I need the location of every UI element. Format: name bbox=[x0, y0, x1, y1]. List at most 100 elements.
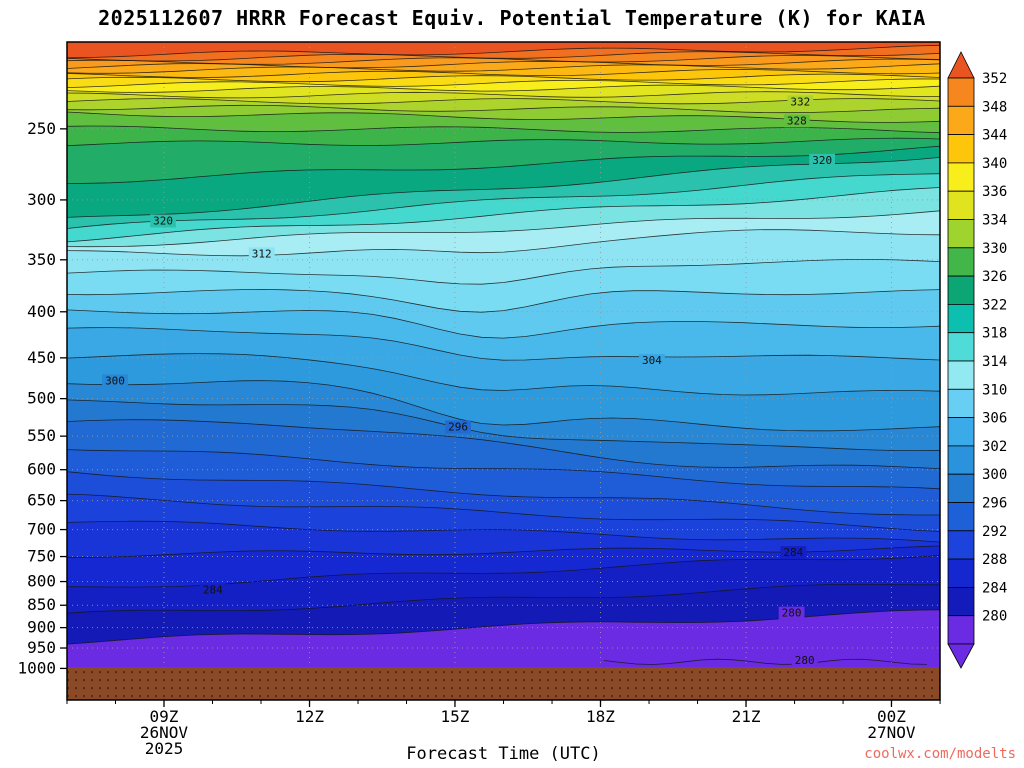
contour-label: 332 bbox=[790, 95, 810, 108]
colorbar-segment bbox=[947, 134, 975, 164]
contour-line bbox=[67, 125, 940, 134]
colorbar-label: 296 bbox=[982, 496, 1007, 512]
colorbar-label: 292 bbox=[982, 524, 1007, 540]
contour-line bbox=[67, 353, 940, 396]
colorbar-segment bbox=[947, 105, 975, 136]
colorbar-arrow-bottom bbox=[947, 643, 975, 669]
colorbar-label: 300 bbox=[982, 467, 1007, 483]
colorbar-label: 348 bbox=[982, 99, 1007, 115]
x-tick-sublabel: 26NOV bbox=[140, 723, 189, 742]
contour-line bbox=[67, 259, 940, 285]
contour-label: 284 bbox=[203, 584, 223, 597]
colorbar-label: 288 bbox=[982, 552, 1007, 568]
contour-line bbox=[67, 63, 940, 74]
colorbar-segment bbox=[947, 303, 975, 334]
colorbar-segment bbox=[947, 473, 975, 503]
x-tick-sublabel: 2025 bbox=[145, 739, 184, 758]
colorbar-label: 318 bbox=[982, 326, 1007, 342]
contour-line bbox=[67, 449, 940, 490]
contour-line bbox=[603, 658, 927, 665]
x-tick-label: 09Z bbox=[150, 707, 179, 726]
colorbar-label: 336 bbox=[982, 184, 1007, 200]
colorbar-label: 280 bbox=[982, 609, 1007, 625]
contour-line bbox=[67, 68, 940, 78]
colorbar-label: 302 bbox=[982, 439, 1007, 455]
colorbar-segment bbox=[947, 162, 975, 192]
contour-label: 280 bbox=[795, 654, 815, 667]
contour-label: 284 bbox=[783, 546, 803, 559]
y-tick-label: 650 bbox=[27, 491, 56, 510]
axes: 250 300 350 400 450 500 550 600 650 700 750 800 850 9… bbox=[17, 41, 941, 758]
contour-labels: 332 328 320 320 312 304 300 296 284 284 280 280 bbox=[102, 95, 836, 668]
y-tick-label: 450 bbox=[27, 348, 56, 367]
contour-label: 300 bbox=[105, 374, 125, 387]
colorbar-label: 284 bbox=[982, 580, 1007, 596]
y-tick-label: 850 bbox=[27, 595, 56, 614]
colorbar-segment bbox=[947, 275, 975, 305]
ground-band bbox=[67, 667, 940, 700]
contour-line bbox=[67, 380, 940, 432]
contour-line bbox=[67, 229, 940, 257]
x-tick-sublabel: 27NOV bbox=[867, 723, 916, 742]
contour-label: 328 bbox=[787, 114, 807, 127]
x-tick-label: 21Z bbox=[732, 707, 761, 726]
colorbar-label: 306 bbox=[982, 411, 1007, 427]
colorbar-label: 334 bbox=[982, 213, 1007, 229]
x-tick-label: 15Z bbox=[441, 707, 470, 726]
gridlines bbox=[67, 42, 940, 668]
plot-field: 332 328 320 320 312 304 300 296 284 284 280 280 bbox=[67, 42, 940, 700]
colorbar-label: 330 bbox=[982, 241, 1007, 257]
y-tick-label: 300 bbox=[27, 190, 56, 209]
contour-line bbox=[67, 73, 940, 83]
y-tick-label: 600 bbox=[27, 460, 56, 479]
contour-line bbox=[67, 309, 940, 339]
colorbar-segment bbox=[947, 558, 975, 588]
y-tick-label: 500 bbox=[27, 389, 56, 408]
colorbar-segment bbox=[947, 247, 975, 277]
contour-label: 312 bbox=[252, 247, 272, 260]
colorbar-segment bbox=[947, 530, 975, 560]
contour-line bbox=[67, 157, 940, 218]
contour-line bbox=[67, 327, 940, 361]
colorbar-label: 314 bbox=[982, 354, 1007, 370]
colorbar-label: 352 bbox=[982, 71, 1007, 87]
y-tick-label: 550 bbox=[27, 426, 56, 445]
watermark: coolwx.com/modelts bbox=[864, 746, 1016, 762]
x-tick-label: 12Z bbox=[295, 707, 324, 726]
colorbar-segment bbox=[947, 615, 975, 645]
contour-label: 280 bbox=[782, 607, 802, 620]
contour-line bbox=[67, 583, 940, 614]
colorbar-segment bbox=[947, 332, 975, 362]
contour-line bbox=[67, 419, 940, 469]
y-tick-label: 750 bbox=[27, 547, 56, 566]
contour-line bbox=[67, 471, 940, 516]
contour-line bbox=[67, 91, 940, 99]
colorbar: 352 348 344 340 336 334 330 326 322 318 314 310 306 3… bbox=[947, 51, 1007, 669]
contour-line bbox=[67, 288, 940, 313]
colorbar-segment bbox=[947, 219, 975, 249]
contour-line bbox=[67, 78, 940, 88]
contour-line bbox=[67, 104, 940, 114]
contour-line bbox=[67, 51, 940, 62]
contour-line bbox=[67, 210, 940, 248]
y-tick-label: 950 bbox=[27, 638, 56, 657]
colorbar-segment bbox=[947, 360, 975, 390]
colorbar-segment bbox=[947, 502, 975, 532]
x-axis-title: Forecast Time (UTC) bbox=[406, 744, 601, 764]
y-tick-label: 800 bbox=[27, 572, 56, 591]
y-tick-label: 900 bbox=[27, 618, 56, 637]
contour-lines bbox=[67, 44, 940, 665]
colorbar-segment bbox=[947, 77, 975, 107]
colorbar-segment bbox=[947, 388, 975, 418]
colorbar-label: 340 bbox=[982, 156, 1007, 172]
contour-line bbox=[67, 399, 940, 452]
y-tick-label: 400 bbox=[27, 302, 56, 321]
contour-line bbox=[67, 137, 940, 147]
y-tick-label: 700 bbox=[27, 520, 56, 539]
contour-label: 304 bbox=[642, 354, 662, 367]
colorbar-segment bbox=[947, 417, 975, 447]
contour-line bbox=[67, 493, 940, 532]
colorbar-arrow-top bbox=[947, 51, 975, 79]
contour-label: 320 bbox=[812, 154, 832, 167]
